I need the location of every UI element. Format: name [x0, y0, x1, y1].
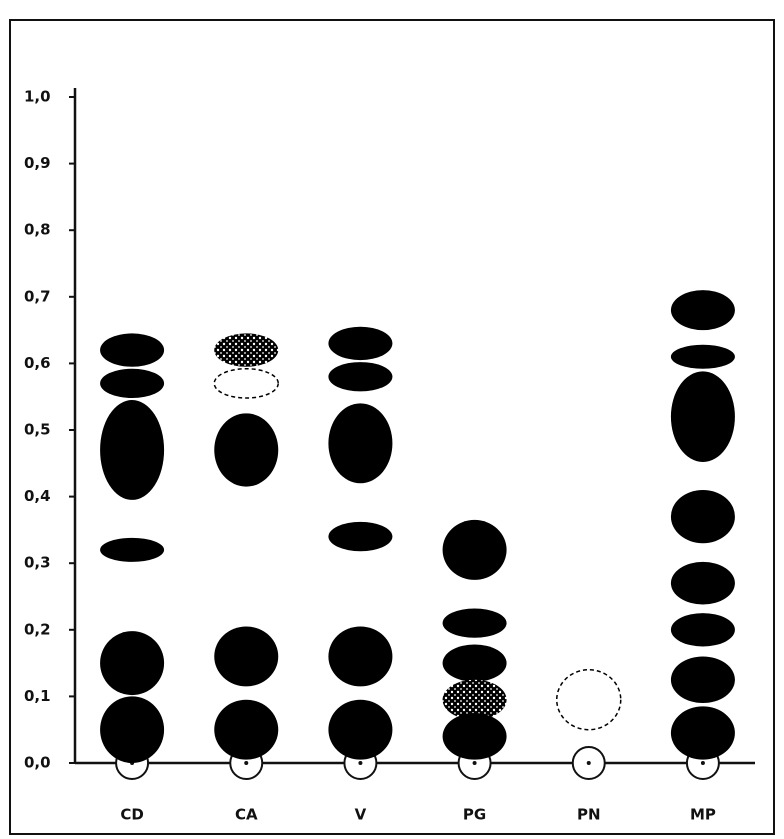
lane-label: V — [355, 806, 367, 824]
spot — [328, 626, 392, 686]
spot — [671, 656, 735, 703]
y-tick-label: 0,9 — [24, 154, 51, 172]
spot — [443, 520, 507, 580]
lane-label: MP — [690, 806, 716, 824]
spot — [328, 327, 392, 360]
spot — [671, 562, 735, 605]
spot — [214, 333, 278, 366]
spot — [214, 369, 278, 398]
spot — [214, 413, 278, 486]
spot — [100, 631, 164, 695]
lane-label: PG — [463, 806, 486, 824]
lane-label: PN — [577, 806, 601, 824]
spot — [671, 290, 735, 330]
spot — [328, 700, 392, 760]
spot — [443, 608, 507, 637]
origin-dot — [701, 761, 705, 765]
spot — [214, 700, 278, 760]
origin-dot — [358, 761, 362, 765]
spot — [100, 538, 164, 562]
spot — [100, 696, 164, 763]
y-tick-label: 0,2 — [24, 620, 51, 638]
spot — [100, 333, 164, 366]
spot — [557, 670, 621, 730]
spot — [328, 522, 392, 551]
spot — [100, 400, 164, 500]
spot — [214, 626, 278, 686]
spot — [443, 644, 507, 681]
spot — [443, 713, 507, 760]
y-tick-label: 0,6 — [24, 354, 51, 372]
chart: 0,0 0,1 0,2 0,3 0,4 0,5 0,6 0,7 0,8 0,9 1,0 CD CA V PG… — [0, 0, 784, 839]
spot — [328, 362, 392, 391]
spot — [671, 371, 735, 462]
y-tick-label: 0,8 — [24, 221, 51, 239]
spot — [328, 403, 392, 483]
y-tick-label: 0,7 — [24, 287, 51, 305]
origin-dot — [473, 761, 477, 765]
y-tick-label: 0,5 — [24, 421, 51, 439]
y-tick-label: 0,1 — [24, 687, 51, 705]
y-tick-label: 1,0 — [24, 88, 51, 106]
origin-dot — [587, 761, 591, 765]
spot — [100, 369, 164, 398]
spot — [671, 706, 735, 759]
y-tick-label: 0,3 — [24, 554, 51, 572]
origin-dot — [244, 761, 248, 765]
y-tick-label: 0,4 — [24, 487, 51, 505]
lane-label: CD — [120, 806, 143, 824]
spot — [671, 490, 735, 543]
page: {"chart_data": {"type": "tlc", "ylim": [… — [0, 0, 784, 839]
spot — [671, 345, 735, 369]
y-tick-label: 0,0 — [24, 754, 51, 772]
spot — [671, 613, 735, 646]
lane-label: CA — [235, 806, 258, 824]
